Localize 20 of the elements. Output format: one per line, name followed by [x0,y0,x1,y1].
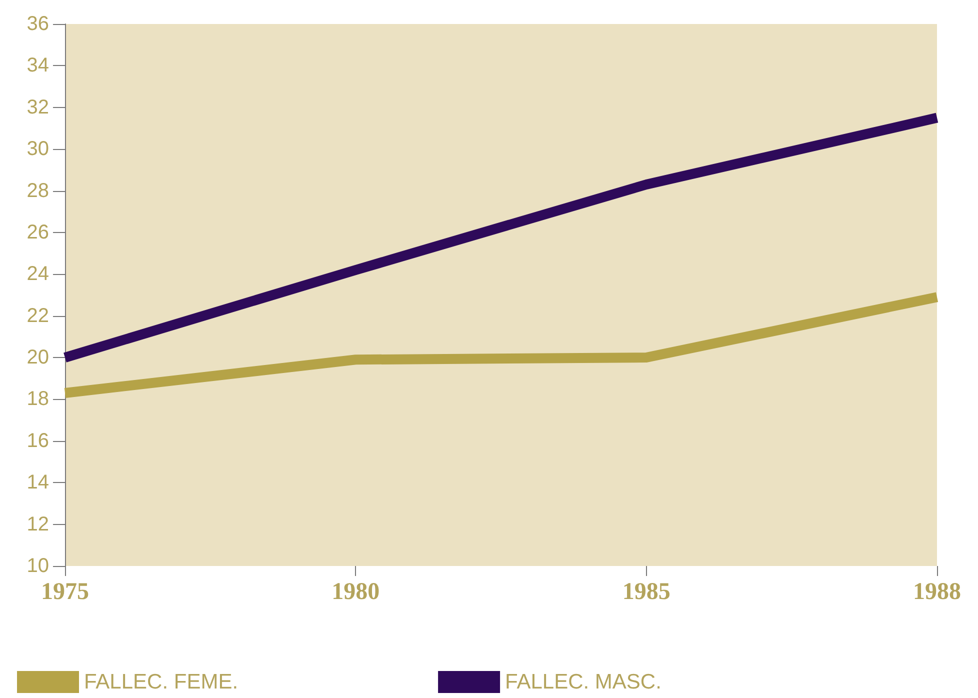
y-tick-label: 18 [26,388,49,410]
y-tick-label: 14 [26,472,49,494]
legend-label: FALLEC. FEME. [84,670,238,694]
x-tick-label: 1985 [622,579,670,605]
y-tick-label: 28 [26,180,49,202]
x-tick-label: 1975 [41,579,89,605]
y-tick-label: 26 [26,221,49,244]
y-tick-label: 22 [26,304,49,327]
legend-label: FALLEC. MASC. [505,670,662,694]
x-tick-label: 1980 [332,579,380,605]
y-tick-label: 36 [26,13,49,35]
y-tick-label: 32 [26,96,49,118]
x-tick-label: 1988 [913,579,961,605]
y-tick-label: 24 [26,263,49,286]
y-tick-label: 30 [26,138,49,160]
y-tick-label: 12 [26,513,49,536]
y-tick-label: 16 [26,430,49,452]
y-tick-label: 20 [26,346,49,369]
y-tick-label: 10 [26,555,49,577]
y-tick-label: 34 [26,54,49,77]
